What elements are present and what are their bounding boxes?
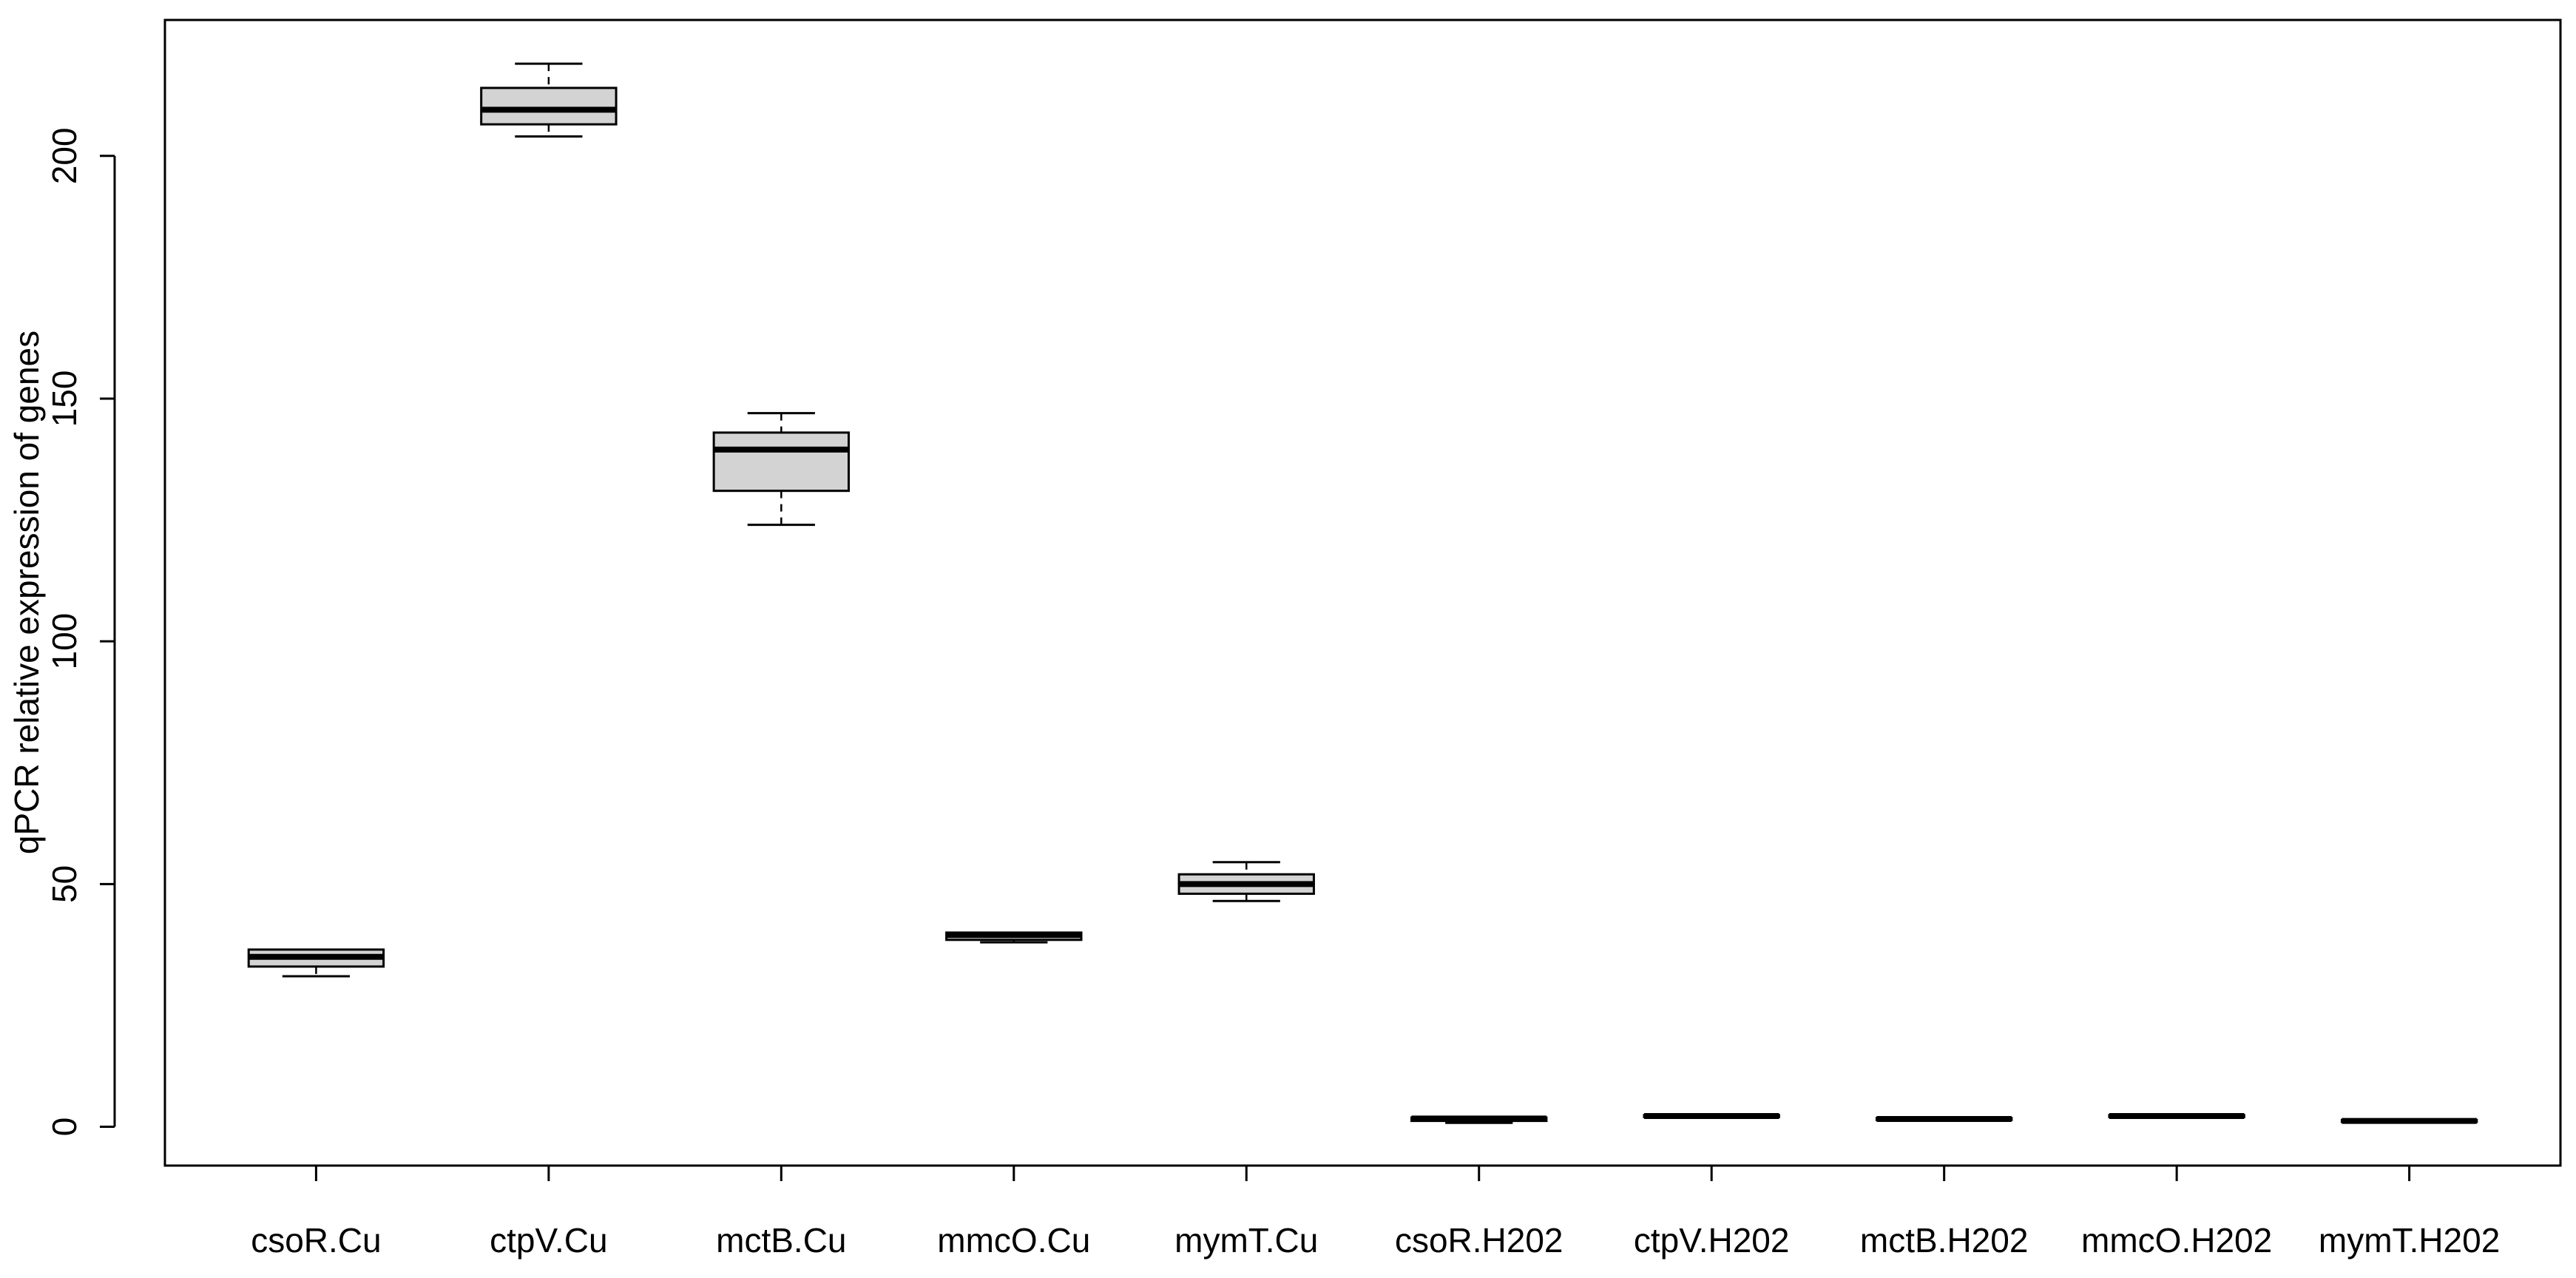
box-body — [712, 431, 851, 493]
box-mymT.Cu — [1177, 861, 1315, 902]
x-tick-label: mmcO.H202 — [2081, 1221, 2272, 1260]
y-tick-label: 150 — [45, 371, 84, 427]
x-tick-label: mmcO.Cu — [937, 1221, 1090, 1260]
box-body — [480, 87, 618, 126]
box-mymT.H202 — [2340, 1118, 2478, 1124]
box-ctpV.Cu — [480, 62, 618, 138]
box-mctB.Cu — [712, 412, 851, 527]
x-tick-label: mymT.H202 — [2319, 1221, 2500, 1260]
x-tick-label: mctB.H202 — [1860, 1221, 2029, 1260]
x-tick-label: mymT.Cu — [1174, 1221, 1318, 1260]
box-mmcO.H202 — [2108, 1113, 2245, 1120]
box-csoR.Cu — [247, 948, 385, 978]
plot-frame — [163, 18, 2562, 1167]
x-tick-label: csoR.H202 — [1395, 1221, 1563, 1260]
x-tick-label: ctpV.H202 — [1634, 1221, 1790, 1260]
y-tick-label: 0 — [45, 1118, 84, 1137]
y-tick-label: 100 — [45, 613, 84, 670]
box-ctpV.H202 — [1643, 1113, 1780, 1120]
box-mctB.H202 — [1875, 1115, 2013, 1122]
x-tick-label: csoR.Cu — [251, 1221, 381, 1260]
y-axis-title: qPCR relative expression of genes — [7, 331, 46, 854]
y-tick-label: 50 — [45, 865, 84, 903]
x-tick-label: mctB.Cu — [716, 1221, 846, 1260]
x-axis: csoR.Cu ctpV.Cu mctB.Cu mmcO.Cu mymT.Cu csoR.… — [251, 1164, 2500, 1260]
y-axis: 0 50 100 150 200 — [45, 127, 116, 1137]
box-mmcO.Cu — [945, 931, 1083, 944]
y-tick-label: 200 — [45, 127, 84, 184]
boxes-group — [247, 62, 2478, 1124]
x-tick-label: ctpV.Cu — [490, 1221, 607, 1260]
box-csoR.H202 — [1410, 1115, 1548, 1124]
